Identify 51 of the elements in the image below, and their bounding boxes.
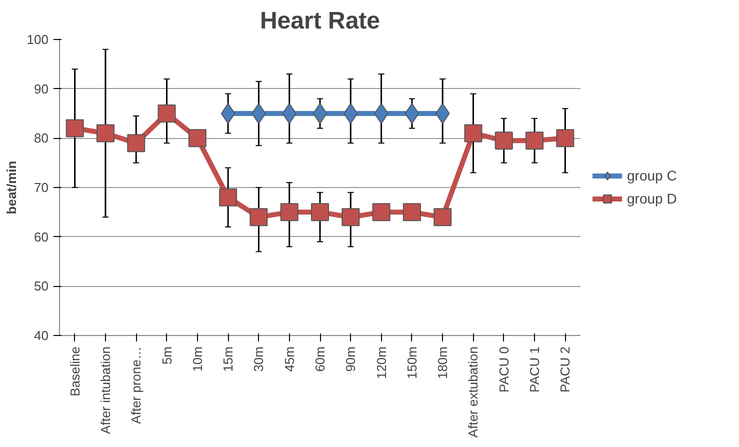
point	[311, 203, 329, 222]
x-tick-label: 10m	[190, 346, 205, 372]
x-tick-label: After extubation	[466, 346, 481, 438]
x-tick-label: 5m	[159, 346, 174, 365]
point	[66, 119, 84, 138]
point	[280, 203, 298, 222]
y-tick-label: 100	[26, 32, 49, 47]
point	[404, 103, 420, 124]
point	[434, 208, 452, 226]
point	[250, 208, 268, 226]
point	[464, 124, 482, 142]
x-tick-label: 30m	[251, 346, 266, 372]
legend-label: group C	[627, 168, 677, 184]
point	[494, 132, 513, 150]
x-tick-label: 90m	[343, 346, 358, 372]
point	[219, 188, 238, 206]
y-tick-label: 40	[34, 328, 49, 343]
point	[158, 104, 176, 122]
point	[96, 124, 114, 142]
x-tick-label: 180m	[435, 346, 450, 380]
y-axis-title: beat/min	[4, 160, 19, 214]
y-tick-label: 70	[34, 180, 49, 195]
point	[127, 134, 146, 152]
x-tick-label: 60m	[312, 346, 328, 372]
x-tick-label: 15m	[220, 346, 236, 372]
legend-label: group D	[627, 190, 677, 206]
x-tick-label: PACU 2	[558, 346, 573, 392]
point	[372, 203, 390, 222]
x-tick-label: PACU 0	[496, 346, 512, 392]
point	[312, 103, 328, 124]
point	[556, 129, 574, 148]
point	[402, 203, 421, 222]
point	[342, 208, 360, 226]
point	[435, 103, 450, 124]
point	[282, 103, 297, 124]
x-tick-label: 120m	[374, 346, 389, 380]
x-tick-label: After intubation	[98, 346, 113, 434]
point	[220, 103, 236, 124]
x-tick-label: PACU 1	[527, 346, 542, 392]
x-tick-label: 150m	[404, 346, 420, 380]
x-tick-label: Baseline	[67, 346, 82, 396]
y-tick-label: 60	[34, 229, 49, 244]
point	[188, 129, 206, 148]
y-tick-label: 80	[34, 130, 49, 146]
y-tick-label: 50	[34, 278, 49, 294]
x-tick-label: 45m	[282, 346, 297, 372]
chart-title: Heart Rate	[260, 8, 380, 34]
y-tick-label: 90	[34, 81, 49, 96]
point	[343, 103, 358, 124]
x-tick-label: After prone…	[128, 346, 144, 424]
point	[526, 132, 544, 150]
